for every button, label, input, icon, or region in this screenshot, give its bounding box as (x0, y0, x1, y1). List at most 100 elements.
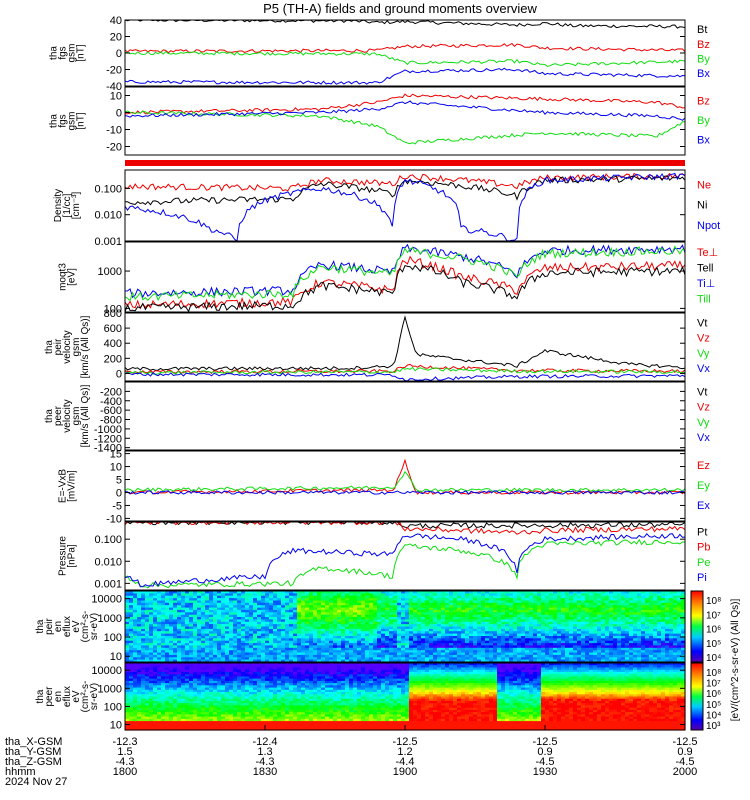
peir-spec-cell (497, 602, 502, 606)
peir-spec-cell (253, 643, 258, 647)
peir-spec-cell (601, 657, 606, 661)
peir-spec-cell (441, 643, 446, 647)
peir-spec-cell (497, 633, 502, 637)
peir-spec-cell (221, 647, 226, 651)
peir-spec-cell (217, 643, 222, 647)
peir-spec-cell (177, 654, 182, 658)
peir-spec-cell (317, 595, 322, 599)
peir-spec-cell (249, 650, 254, 654)
peir-spec-cell (349, 607, 354, 611)
peir-spec-cell (317, 624, 322, 628)
pressure-tick-label: 0.001 (94, 578, 122, 590)
peir-spec-cell (537, 595, 542, 599)
peir-spec-cell (497, 617, 502, 620)
peir-spec-cell (681, 605, 686, 609)
peir-spec-cell (129, 595, 134, 599)
peir-spec-cell (173, 614, 178, 618)
peer-spec-cell (137, 721, 142, 724)
peir-spec-cell (609, 617, 614, 620)
peir-spec-cell (181, 609, 186, 613)
peir-spec-cell (325, 657, 330, 661)
peir-spec-cell (425, 621, 430, 625)
peir-spec-cell (533, 654, 538, 658)
peer-spec-cell (173, 723, 178, 727)
peir-spec-cell (297, 652, 302, 656)
peir-spec-cell (361, 652, 366, 656)
peir-spec-cell (553, 640, 558, 644)
peir-spec-cell (613, 652, 618, 656)
peir-spec-cell (325, 633, 330, 637)
peir-spec-cell (437, 612, 442, 616)
peir-spec-cell (625, 628, 630, 632)
peir-spec-cell (161, 598, 166, 602)
peir-spec-cell (341, 621, 346, 625)
peir-spec-cell (277, 647, 282, 651)
peir-spec-cell (149, 612, 154, 616)
peir-spec-cell (165, 612, 170, 616)
peir-spec-cell (381, 643, 386, 647)
peir-spec-cell (625, 624, 630, 628)
peir-spec-cell (245, 652, 250, 656)
peir-spec-cell (153, 619, 158, 623)
peir-spec-cell (233, 640, 238, 644)
peir-spec-cell (281, 602, 286, 606)
peir-spec-cell (241, 617, 246, 620)
peir-spec-cell (461, 650, 466, 654)
peir-spec-cell (169, 595, 174, 599)
peir-spec-cell (277, 633, 282, 637)
peir-spec-cell (513, 612, 518, 616)
peir-spec-cell (133, 607, 138, 611)
peir-spec-cell (449, 652, 454, 656)
peir-spec-cell (329, 640, 334, 644)
peir-spec-cell (461, 593, 466, 597)
peer-spec-cell (185, 674, 190, 677)
peir-spec-cell (585, 605, 590, 609)
peir-spec-cell (333, 659, 338, 663)
peir-spec-cell (461, 607, 466, 611)
peir-spec-cell (441, 595, 446, 599)
peir-spec-cell (397, 591, 402, 594)
peir-spec-cell (213, 636, 218, 639)
peir-spec-cell (509, 652, 514, 656)
peer-spec-cell (169, 709, 174, 713)
peir-spec-cell (249, 607, 254, 611)
peir-spec-cell (389, 602, 394, 606)
peir-spec-cell (213, 614, 218, 618)
peer-spec-cell (133, 698, 138, 702)
peir-spec-cell (517, 640, 522, 644)
peir-spec-cell (281, 647, 286, 651)
peer-spec-cell (173, 689, 178, 693)
peir-spec-cell (557, 614, 562, 618)
peir-spec-cell (169, 602, 174, 606)
peir-vel-tick-label: 800 (104, 308, 122, 320)
peir-spec-cell (309, 633, 314, 637)
fgs2-legend-0: Bz (697, 95, 710, 107)
peir-spec-cell (589, 645, 594, 649)
peir-spec-cell (605, 617, 610, 620)
peir-spec-cell (413, 614, 418, 618)
peir-spec-cell (573, 626, 578, 630)
peir-spec-cell (573, 654, 578, 658)
peer-spec-cell (197, 674, 202, 677)
peir-spec-cell (301, 624, 306, 628)
peir-spec-cell (501, 645, 506, 649)
peir-spec-cell (613, 628, 618, 632)
peir-spec-cell (289, 609, 294, 613)
peir-spec-cell (417, 609, 422, 613)
peir-spec-cell (165, 626, 170, 630)
peir-spec-cell (661, 654, 666, 658)
peer-spec-cell (145, 680, 150, 684)
peir-spec-cell (393, 633, 398, 637)
peir-spec-cell (209, 650, 214, 654)
peir-spec-cell (581, 617, 586, 620)
peir-spec-cell (329, 628, 334, 632)
peir-spec-cell (461, 617, 466, 620)
peir-spec-cell (453, 640, 458, 644)
peir-spec-cell (309, 617, 314, 620)
peir-spec-cell (241, 614, 246, 618)
fgs1-ylabel: tha (49, 46, 60, 60)
peir-spec-cell (297, 647, 302, 651)
peir-spec-cell (421, 595, 426, 599)
peir-spec-cell (301, 650, 306, 654)
peir-spec-cell (421, 636, 426, 639)
